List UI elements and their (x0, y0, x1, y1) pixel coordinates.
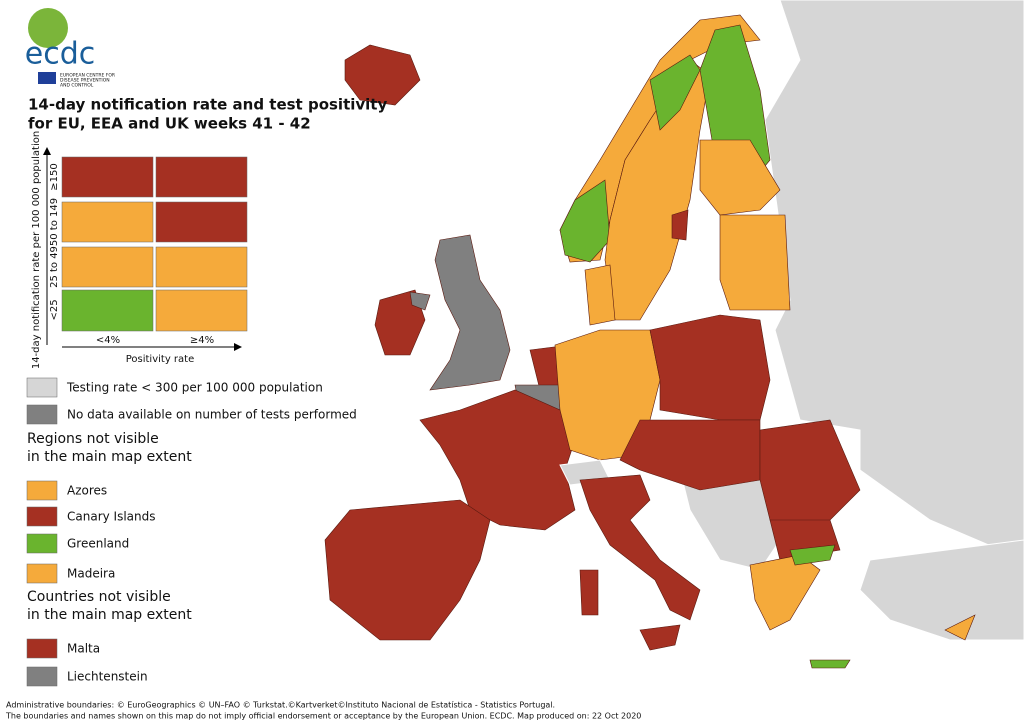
region-shape (419, 389, 576, 531)
region-shape (374, 289, 426, 356)
row-label: 25 to 49 (49, 246, 60, 288)
region-shape (649, 54, 701, 131)
legend-heading: Regions not visible (27, 431, 159, 447)
legend-swatch (26, 533, 58, 554)
logo-subtitle: AND CONTROL (60, 83, 94, 89)
region-shape (649, 314, 771, 421)
legend-label: Testing rate < 300 per 100 000 populatio… (66, 381, 323, 395)
matrix-cell (155, 246, 248, 288)
footer-band (0, 698, 1024, 728)
region-shape (324, 499, 491, 641)
footer: The boundaries and names shown on this m… (5, 712, 641, 721)
legend-label: Malta (67, 642, 100, 656)
region-shape (579, 569, 599, 616)
legend-label: Greenland (67, 537, 129, 551)
region-shape (639, 624, 681, 651)
legend-label: No data available on number of tests per… (67, 408, 357, 422)
y-label: 14-day notification rate per 100 000 pop… (31, 131, 42, 369)
row-label: <25 (49, 299, 60, 320)
region-shape (409, 291, 431, 311)
region-shape (809, 659, 851, 669)
logo-globe (28, 8, 68, 48)
legend-swatch (26, 480, 58, 501)
legend-swatch (26, 506, 58, 527)
title: for EU, EEA and UK weeks 41 - 42 (28, 115, 311, 133)
matrix-cell (155, 156, 248, 198)
legend-swatch (26, 404, 58, 425)
legend-swatch (26, 563, 58, 584)
region-shape (944, 614, 976, 641)
column-label: ≥4% (190, 335, 214, 346)
legend-label: Canary Islands (67, 510, 156, 524)
matrix-cell (61, 246, 154, 288)
region-shape (344, 44, 421, 106)
legend-label: Liechtenstein (67, 670, 148, 684)
x-label: Positivity rate (126, 354, 195, 365)
arrow-head (43, 147, 51, 155)
row-label: ≥150 (49, 163, 60, 190)
matrix-cell (155, 201, 248, 243)
column-label: <4% (96, 335, 120, 346)
title: 14-day notification rate and test positi… (28, 96, 387, 114)
legend-swatch (26, 377, 58, 398)
matrix-cell (61, 289, 154, 332)
legend-swatch (26, 638, 58, 659)
matrix-cell (61, 156, 154, 198)
legend-heading: in the main map extent (27, 449, 192, 465)
arrow-head (234, 343, 242, 351)
eu-flag (38, 72, 56, 84)
matrix-cell (61, 201, 154, 243)
legend-label: Azores (67, 484, 107, 498)
region-shape (859, 539, 1024, 641)
region-shape (671, 209, 689, 241)
matrix-cell (155, 289, 248, 332)
footer: Administrative boundaries: © EuroGeograp… (6, 701, 555, 710)
region-shape (789, 544, 836, 566)
matrix (61, 156, 248, 332)
legend (26, 377, 58, 687)
map (324, 0, 1024, 669)
region-shape (699, 139, 781, 216)
legend-label: Madeira (67, 567, 115, 581)
legend-heading: Countries not visible (27, 589, 171, 605)
row-label: 50 to 149 (49, 198, 60, 246)
logo: ecdc EUROPEAN CENTRE FOR DISEASE PREVENT… (25, 8, 115, 89)
legend-swatch (26, 666, 58, 687)
region-shape (584, 264, 616, 326)
legend-heading: in the main map extent (27, 607, 192, 623)
region-shape (429, 234, 511, 391)
logo-subtitle: EUROPEAN CENTRE FOR (60, 73, 115, 79)
logo-subtitle: DISEASE PREVENTION (60, 78, 110, 84)
region-shape (619, 419, 761, 491)
region-shape (719, 214, 791, 311)
logo-name: ecdc (25, 37, 96, 72)
region-shape (579, 474, 701, 621)
